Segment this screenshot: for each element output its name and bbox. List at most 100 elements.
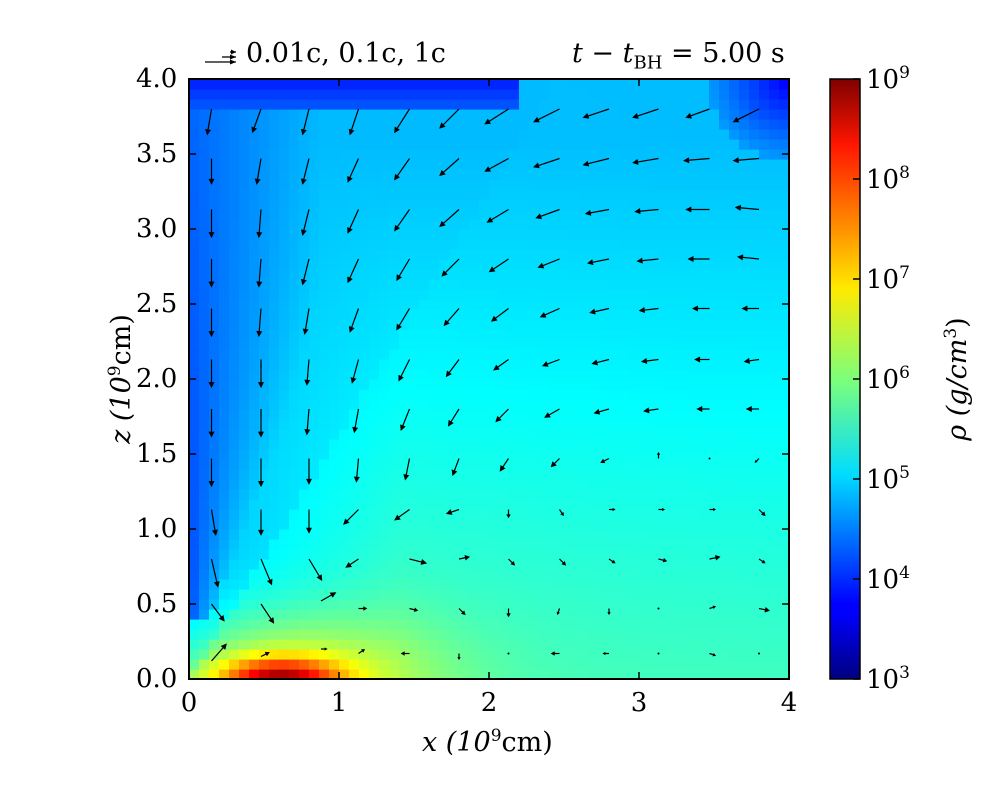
density-cell [339, 389, 350, 400]
density-cell [219, 599, 230, 610]
density-cell [469, 539, 480, 550]
density-cell [399, 279, 410, 290]
velocity-arrow [400, 408, 411, 431]
density-cell [669, 579, 680, 590]
density-cell [399, 529, 410, 540]
density-cell [209, 449, 220, 460]
density-cell [559, 249, 570, 260]
density-cell [639, 429, 650, 440]
density-cell [739, 599, 750, 610]
density-cell [229, 619, 240, 630]
density-cell [649, 639, 660, 650]
density-cell [569, 649, 580, 660]
density-cell [629, 249, 640, 260]
density-cell [199, 349, 210, 360]
density-cell [429, 529, 440, 540]
density-cell [619, 329, 630, 340]
density-cell [659, 569, 670, 580]
density-cell [659, 309, 670, 320]
density-cell [479, 289, 490, 300]
density-cell [659, 389, 670, 400]
density-cell [609, 509, 620, 520]
density-cell [719, 179, 730, 190]
colorbar-tick-label: 104 [866, 563, 910, 595]
density-cell [299, 559, 310, 570]
density-cell [639, 489, 650, 500]
density-cell [629, 459, 640, 470]
density-cell [459, 499, 470, 510]
density-cell [639, 369, 650, 380]
density-cell [459, 439, 470, 450]
density-cell [669, 479, 680, 490]
density-cell [299, 339, 310, 350]
density-cell [399, 359, 410, 370]
chart-title-right: t − tBH = 5.00 s [572, 38, 785, 74]
density-cell [459, 209, 470, 220]
density-cell [239, 249, 250, 260]
density-cell [359, 489, 370, 500]
density-cell [529, 339, 540, 350]
density-cell [589, 319, 600, 330]
density-cell [279, 279, 290, 290]
density-cell [569, 459, 580, 470]
density-cell [289, 159, 300, 170]
density-cell [669, 299, 680, 310]
density-cell [749, 629, 760, 640]
density-cell [759, 209, 770, 220]
density-cell [449, 129, 460, 140]
density-cell [379, 139, 390, 150]
density-cell [229, 429, 240, 440]
density-cell [719, 299, 730, 310]
density-cell [319, 319, 330, 330]
density-cell [689, 339, 700, 350]
density-cell [539, 149, 550, 160]
density-cell [249, 209, 260, 220]
density-cell [509, 539, 520, 550]
density-cell [419, 239, 430, 250]
density-cell [269, 599, 280, 610]
density-cell [229, 99, 240, 110]
density-cell [689, 519, 700, 530]
density-cell [339, 459, 350, 470]
density-cell [189, 389, 200, 400]
density-cell [389, 399, 400, 410]
density-cell [679, 239, 690, 250]
velocity-arrow [754, 458, 760, 463]
density-cell [529, 189, 540, 200]
density-cell [489, 439, 500, 450]
density-cell [609, 309, 620, 320]
density-cell [269, 549, 280, 560]
density-cell [429, 419, 440, 430]
density-cell [769, 129, 780, 140]
density-cell [369, 489, 380, 500]
density-cell [599, 189, 610, 200]
density-cell [709, 579, 720, 590]
density-cell [569, 299, 580, 310]
density-cell [559, 219, 570, 230]
colorbar-ticks [853, 78, 860, 680]
density-cell [289, 479, 300, 490]
density-cell [199, 599, 210, 610]
density-cell [489, 119, 500, 130]
density-cell [209, 599, 220, 610]
density-cell [589, 559, 600, 570]
density-cell [589, 279, 600, 290]
density-cell [299, 289, 310, 300]
density-cell [559, 399, 570, 410]
density-cell [489, 509, 500, 520]
density-cell [609, 299, 620, 310]
density-cell [579, 399, 590, 410]
density-cell [629, 329, 640, 340]
density-cell [349, 389, 360, 400]
density-cell [459, 579, 470, 590]
density-cell [559, 419, 570, 430]
density-cell [719, 459, 730, 470]
density-cell [709, 129, 720, 140]
density-cell [629, 219, 640, 230]
density-cell [269, 629, 280, 640]
density-cell [509, 279, 520, 290]
density-cell [519, 579, 530, 590]
density-cell [529, 549, 540, 560]
density-cell [449, 189, 460, 200]
density-cell [489, 459, 500, 470]
